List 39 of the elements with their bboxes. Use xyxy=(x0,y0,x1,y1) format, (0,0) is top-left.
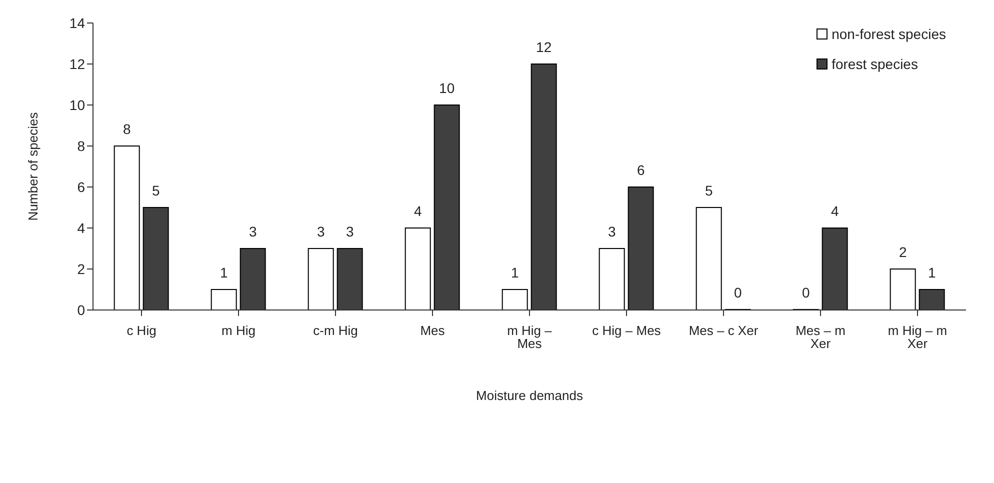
data-label: 1 xyxy=(510,264,519,280)
x-tick-label: m Hig – m Xer xyxy=(888,323,948,352)
legend-label: non-forest species xyxy=(832,26,946,42)
y-tick-label: 10 xyxy=(69,96,86,113)
x-axis-title: Moisture demands xyxy=(476,388,584,403)
data-label: 0 xyxy=(802,284,810,300)
data-label: 1 xyxy=(220,264,228,280)
data-label: 4 xyxy=(414,203,422,219)
data-label: 4 xyxy=(830,203,839,219)
y-tick-label: 12 xyxy=(69,56,86,72)
data-label: 0 xyxy=(734,284,742,300)
y-tick-label: 8 xyxy=(77,138,86,154)
data-label: 10 xyxy=(439,80,455,96)
y-tick-label: 14 xyxy=(69,14,86,31)
data-label: 2 xyxy=(898,244,907,260)
data-label: 1 xyxy=(928,264,936,280)
data-label: 8 xyxy=(122,121,131,137)
data-label: 5 xyxy=(152,182,160,198)
x-tick-label: m Hig – Mes xyxy=(507,323,553,352)
y-axis-title: Number of species xyxy=(26,112,41,221)
data-label: 5 xyxy=(704,182,713,198)
x-tick-label: Mes – c Xer xyxy=(688,323,759,338)
y-tick-label: 0 xyxy=(77,302,86,318)
data-label: 3 xyxy=(346,224,354,240)
data-label: 3 xyxy=(608,224,616,240)
x-tick-label: m Hig xyxy=(222,323,256,338)
x-tick-label: c-m Hig xyxy=(313,323,358,338)
data-label: 3 xyxy=(248,224,257,240)
x-tick-label: c Hig – Mes xyxy=(592,323,662,338)
data-label: 12 xyxy=(536,39,552,55)
y-tick-label: 6 xyxy=(77,178,86,195)
y-tick-label: 4 xyxy=(77,220,86,236)
data-label: 3 xyxy=(316,224,325,240)
x-tick-label: c Hig xyxy=(126,323,156,338)
y-tick-label: 2 xyxy=(77,260,86,277)
x-tick-label: Mes xyxy=(420,323,446,338)
legend-label: forest species xyxy=(832,56,918,72)
data-label: 6 xyxy=(636,162,645,178)
x-tick-label: Mes – m Xer xyxy=(796,323,846,352)
